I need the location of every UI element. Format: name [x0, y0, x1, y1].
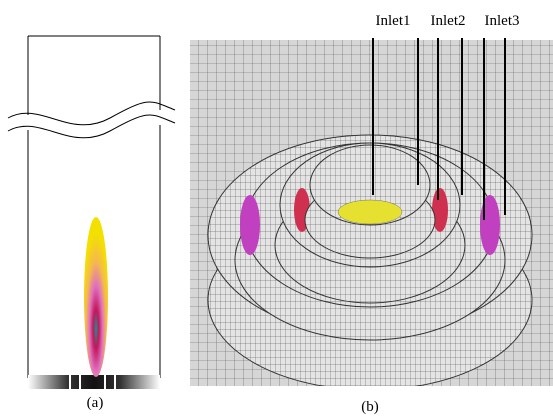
panel-b: [190, 40, 553, 390]
caption: (a): [87, 395, 104, 411]
inlet-label: Inlet3: [485, 13, 520, 29]
shape: [8, 115, 175, 138]
inlet-label: Inlet2: [431, 13, 466, 29]
figure: Inlet1 Inlet2 Inlet3 (a) (b): [0, 0, 553, 416]
flame: [84, 217, 108, 377]
inlet-label: Inlet1: [376, 13, 411, 29]
shape: [240, 195, 260, 255]
caption: (b): [361, 399, 379, 415]
shape: [28, 375, 160, 389]
panel-a: [8, 36, 175, 389]
shape: [8, 102, 175, 125]
shape: [338, 200, 402, 224]
